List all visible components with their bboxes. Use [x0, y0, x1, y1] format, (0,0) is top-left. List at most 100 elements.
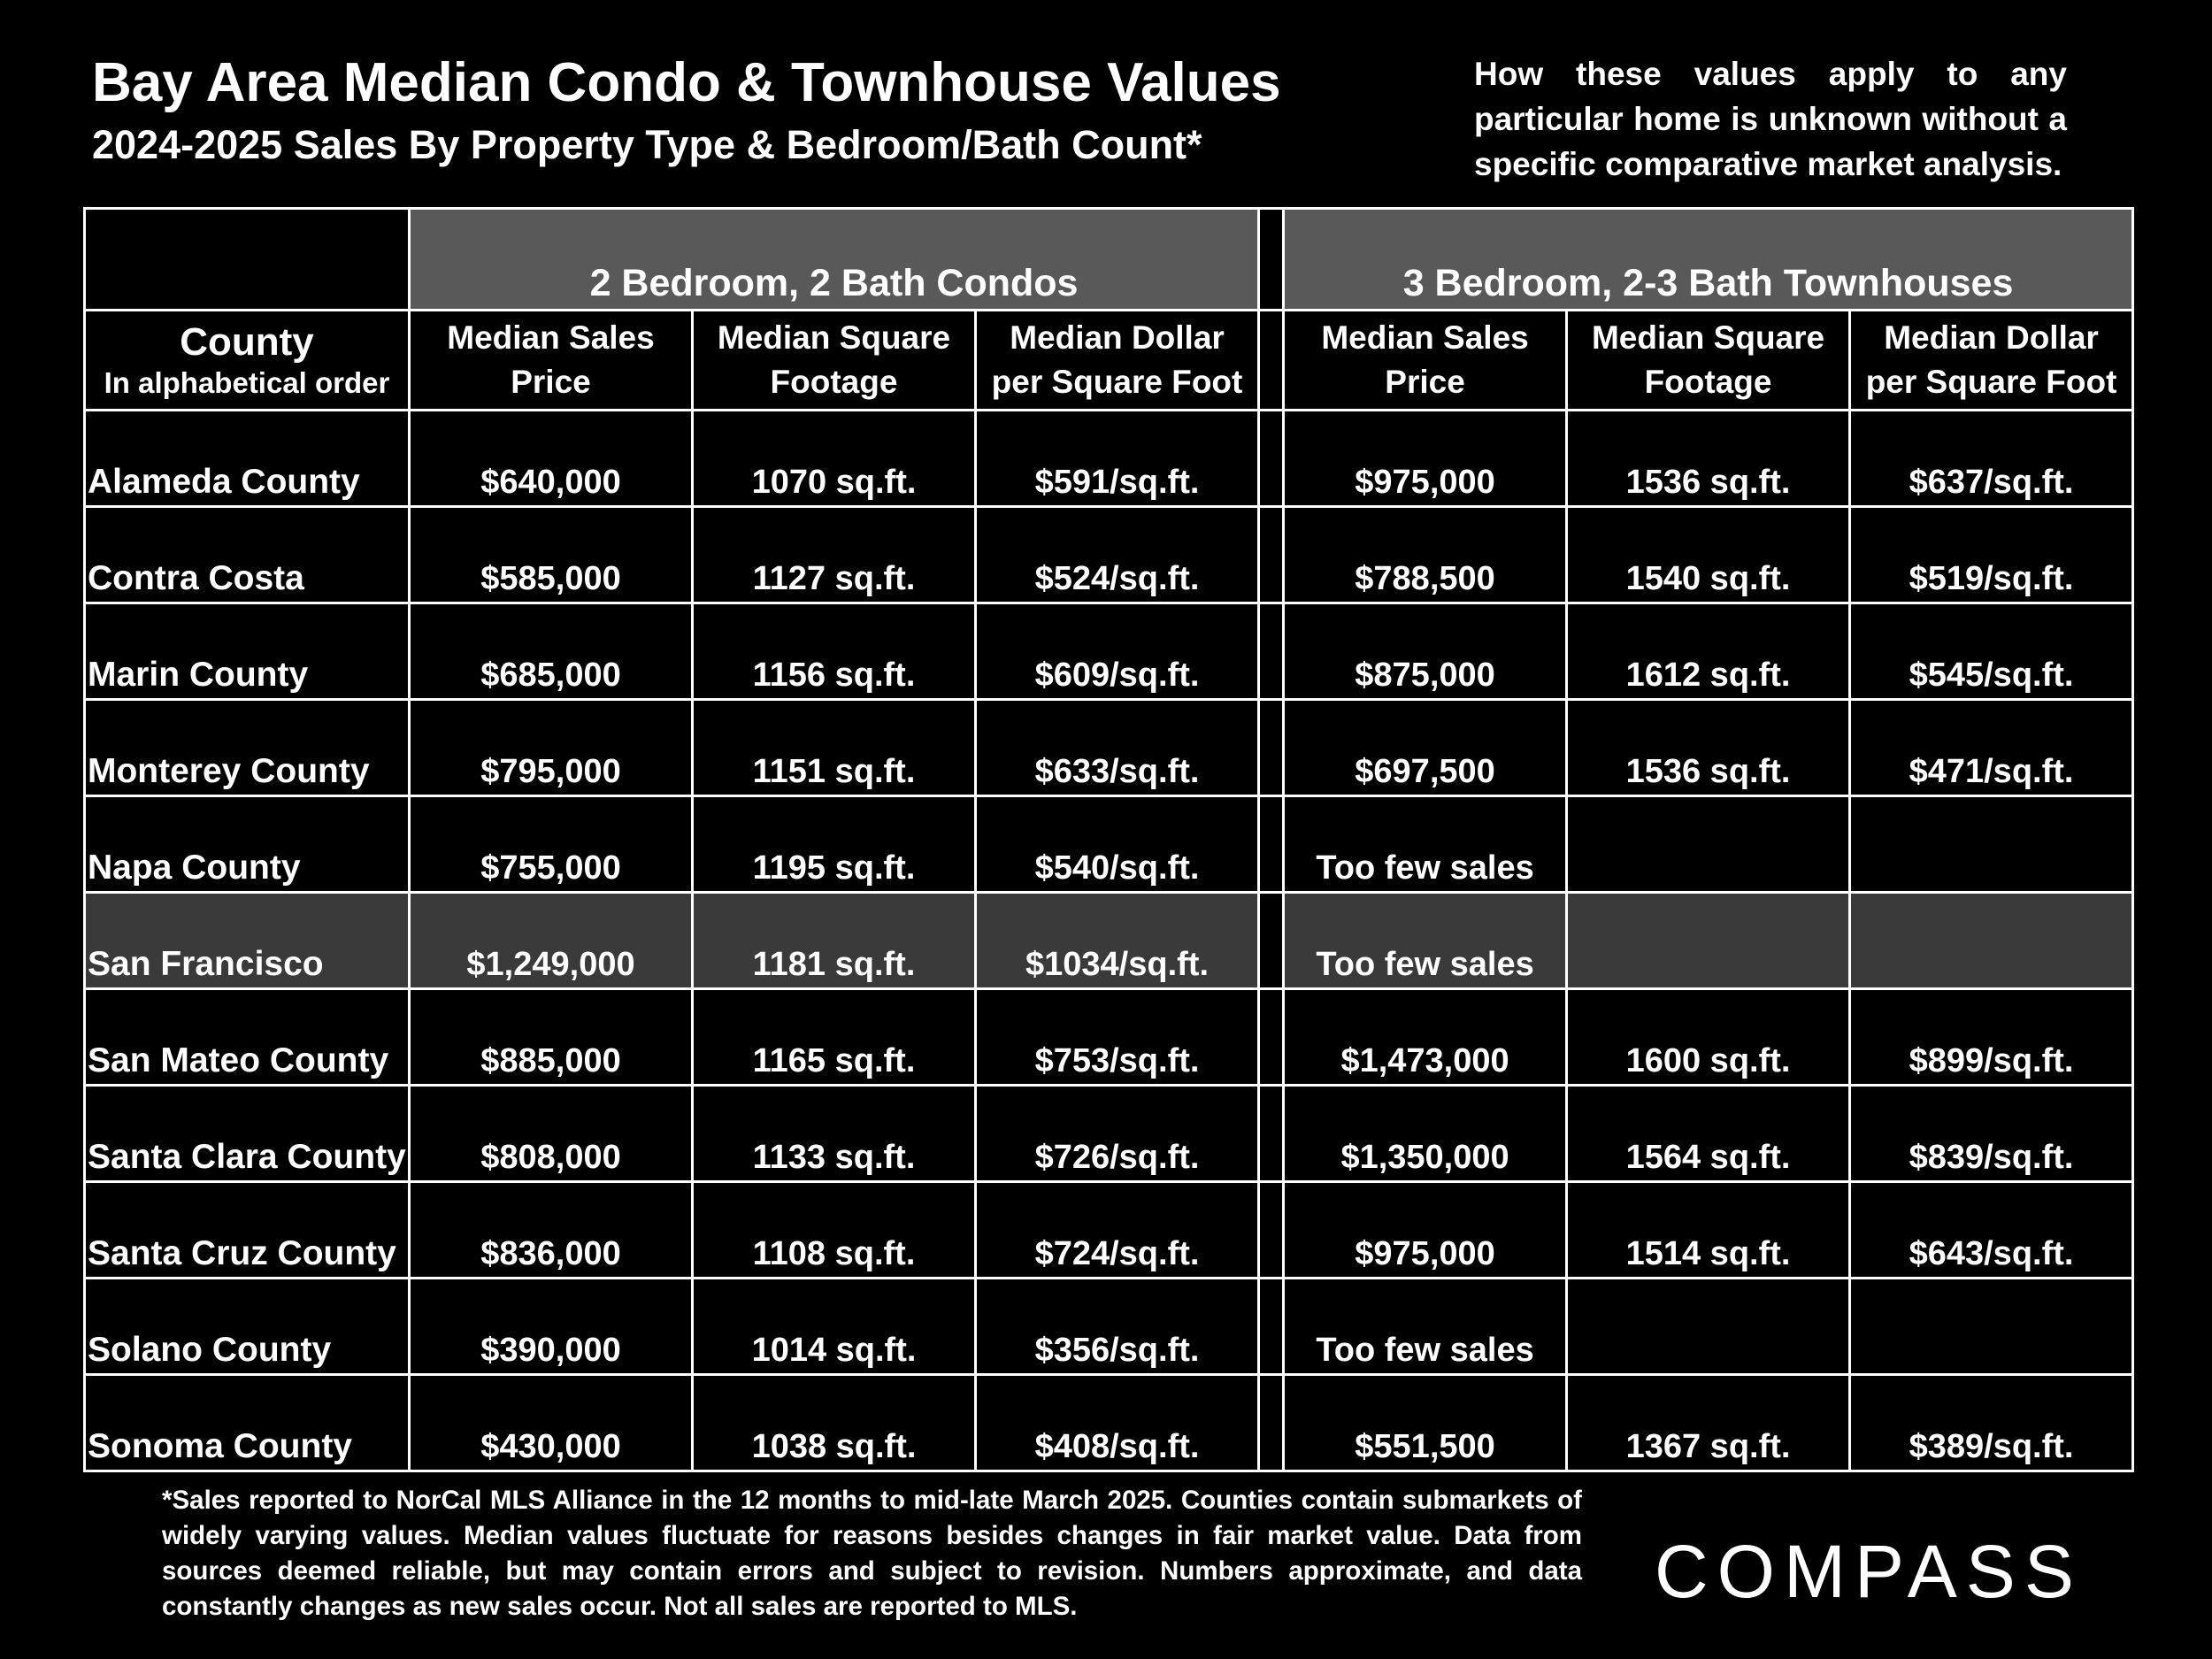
townhouse-sqft-cell [1565, 795, 1852, 894]
townhouse-sqft-cell: 1536 sq.ft. [1565, 409, 1852, 508]
townhouse-price-cell: $975,000 [1282, 1180, 1569, 1279]
townhouse-price-cell: $551,500 [1282, 1373, 1569, 1472]
column-divider [1257, 795, 1286, 894]
condo-price-cell: $585,000 [408, 505, 694, 604]
table-row: Marin County $685,000 1156 sq.ft. $609/sq.f… [83, 602, 2135, 701]
column-divider [1257, 409, 1286, 508]
townhouse-ppsf-cell: $899/sq.ft. [1848, 987, 2135, 1087]
table-row: Sonoma County $430,000 1038 sq.ft. $408/sq.… [83, 1373, 2135, 1472]
table-row: Santa Clara County $808,000 1133 sq.ft. $72… [83, 1084, 2135, 1183]
group-header-row: 2 Bedroom, 2 Bath Condos 3 Bedroom, 2-3 … [83, 207, 2135, 311]
table-row: San Francisco $1,249,000 1181 sq.ft. $1034/… [83, 891, 2135, 990]
page-title: Bay Area Median Condo & Townhouse Values [92, 52, 1281, 113]
county-cell: Contra Costa [83, 505, 411, 604]
townhouse-sqft-cell: 1540 sq.ft. [1565, 505, 1852, 604]
townhouse-ppsf-cell: $839/sq.ft. [1848, 1084, 2135, 1183]
corner-cell [83, 207, 411, 311]
townhouse-price-header: Median Sales Price [1282, 309, 1569, 411]
column-divider [1257, 602, 1286, 701]
county-cell: Santa Clara County [83, 1084, 411, 1183]
condo-price-cell: $885,000 [408, 987, 694, 1087]
column-divider [1257, 505, 1286, 604]
condos-group-header: 2 Bedroom, 2 Bath Condos [407, 207, 1261, 311]
condo-price-cell: $836,000 [408, 1180, 694, 1279]
condo-price-cell: $808,000 [408, 1084, 694, 1183]
condo-ppsf-cell: $609/sq.ft. [973, 602, 1261, 701]
county-column-header: County In alphabetical order [83, 309, 411, 411]
townhouse-sqft-header: Median Square Footage [1565, 309, 1852, 411]
condo-sqft-cell: 1165 sq.ft. [691, 987, 977, 1087]
townhouse-sqft-cell [1565, 891, 1852, 990]
townhouse-ppsf-cell: $519/sq.ft. [1848, 505, 2135, 604]
column-divider [1257, 698, 1286, 797]
condo-ppsf-cell: $408/sq.ft. [973, 1373, 1261, 1472]
condo-ppsf-cell: $726/sq.ft. [973, 1084, 1261, 1183]
townhouse-sqft-cell: 1536 sq.ft. [1565, 698, 1852, 797]
column-divider [1257, 1277, 1286, 1376]
condo-sqft-cell: 1014 sq.ft. [691, 1277, 977, 1376]
condo-sqft-header: Median Square Footage [691, 309, 977, 411]
condo-price-cell: $640,000 [408, 409, 694, 508]
column-divider [1257, 207, 1286, 311]
condo-ppsf-cell: $540/sq.ft. [973, 795, 1261, 894]
county-cell: Marin County [83, 602, 411, 701]
column-divider [1257, 309, 1286, 411]
condo-ppsf-cell: $633/sq.ft. [973, 698, 1261, 797]
townhouse-ppsf-cell [1848, 1277, 2135, 1376]
county-cell: Sonoma County [83, 1373, 411, 1472]
condo-ppsf-cell: $753/sq.ft. [973, 987, 1261, 1087]
townhouse-ppsf-cell [1848, 795, 2135, 894]
townhouse-ppsf-cell: $545/sq.ft. [1848, 602, 2135, 701]
condo-sqft-cell: 1181 sq.ft. [691, 891, 977, 990]
townhouse-sqft-cell: 1514 sq.ft. [1565, 1180, 1852, 1279]
townhouse-sqft-cell: 1600 sq.ft. [1565, 987, 1852, 1087]
county-header-sublabel: In alphabetical order [104, 366, 390, 399]
footnote: *Sales reported to NorCal MLS Alliance i… [162, 1486, 1582, 1621]
townhouse-ppsf-cell [1848, 891, 2135, 990]
condo-ppsf-cell: $356/sq.ft. [973, 1277, 1261, 1376]
condo-ppsf-cell: $591/sq.ft. [973, 409, 1261, 508]
condo-sqft-cell: 1195 sq.ft. [691, 795, 977, 894]
townhouse-price-cell: $788,500 [1282, 505, 1569, 604]
county-cell: Solano County [83, 1277, 411, 1376]
condo-sqft-cell: 1156 sq.ft. [691, 602, 977, 701]
table-row: San Mateo County $885,000 1165 sq.ft. $753/… [83, 987, 2135, 1087]
townhouse-sqft-cell: 1612 sq.ft. [1565, 602, 1852, 701]
cma-disclaimer: How these values apply to any particular… [1474, 56, 2067, 182]
townhouse-price-cell: Too few sales [1282, 1277, 1569, 1376]
county-cell: San Francisco [83, 891, 411, 990]
county-header-label: County [180, 320, 314, 364]
condo-sqft-cell: 1070 sq.ft. [691, 409, 977, 508]
county-cell: Napa County [83, 795, 411, 894]
townhouse-ppsf-cell: $643/sq.ft. [1848, 1180, 2135, 1279]
townhouse-ppsf-cell: $389/sq.ft. [1848, 1373, 2135, 1472]
condo-ppsf-header: Median Dollar per Square Foot [973, 309, 1261, 411]
townhouse-price-cell: $697,500 [1282, 698, 1569, 797]
column-header-row: County In alphabetical order Median Sale… [83, 309, 2135, 411]
condo-ppsf-cell: $524/sq.ft. [973, 505, 1261, 604]
townhouse-ppsf-cell: $637/sq.ft. [1848, 409, 2135, 508]
column-divider [1257, 987, 1286, 1087]
condo-ppsf-cell: $1034/sq.ft. [973, 891, 1261, 990]
column-divider [1257, 1373, 1286, 1472]
condo-sqft-cell: 1133 sq.ft. [691, 1084, 977, 1183]
condo-sqft-cell: 1108 sq.ft. [691, 1180, 977, 1279]
townhouse-price-cell: Too few sales [1282, 891, 1569, 990]
condo-sqft-cell: 1038 sq.ft. [691, 1373, 977, 1472]
column-divider [1257, 891, 1286, 990]
condo-ppsf-cell: $724/sq.ft. [973, 1180, 1261, 1279]
condo-sqft-cell: 1127 sq.ft. [691, 505, 977, 604]
condo-price-cell: $685,000 [408, 602, 694, 701]
condo-price-cell: $1,249,000 [408, 891, 694, 990]
townhouse-price-cell: $975,000 [1282, 409, 1569, 508]
townhouse-sqft-cell [1565, 1277, 1852, 1376]
townhouse-sqft-cell: 1367 sq.ft. [1565, 1373, 1852, 1472]
condo-price-header: Median Sales Price [408, 309, 694, 411]
townhouse-ppsf-header: Median Dollar per Square Foot [1848, 309, 2135, 411]
table-row: Contra Costa $585,000 1127 sq.ft. $524/sq.f… [83, 505, 2135, 604]
townhouse-price-cell: Too few sales [1282, 795, 1569, 894]
column-divider [1257, 1084, 1286, 1183]
table-row: Monterey County $795,000 1151 sq.ft. $633/s… [83, 698, 2135, 797]
townhouse-price-cell: $875,000 [1282, 602, 1569, 701]
townhouses-group-header: 3 Bedroom, 2-3 Bath Townhouses [1282, 207, 2135, 311]
